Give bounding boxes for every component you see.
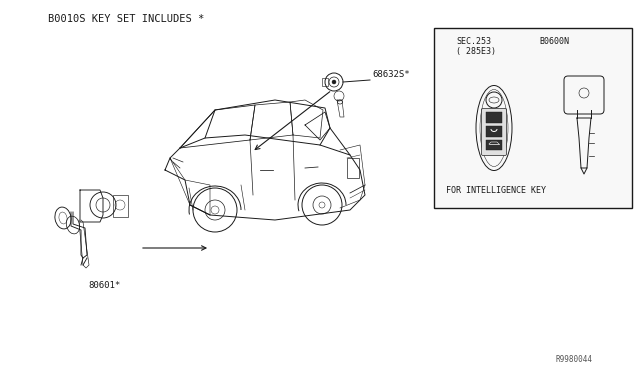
- Bar: [486, 126, 502, 137]
- Bar: [322, 78, 328, 86]
- Text: R9980044: R9980044: [556, 355, 593, 364]
- Bar: [486, 140, 502, 150]
- Bar: [347, 158, 359, 178]
- Circle shape: [332, 80, 336, 84]
- Text: 80601*: 80601*: [88, 281, 120, 290]
- Text: SEC.253: SEC.253: [456, 37, 491, 46]
- Bar: [434, 28, 632, 208]
- Text: B0010S KEY SET INCLUDES *: B0010S KEY SET INCLUDES *: [48, 14, 204, 24]
- Text: FOR INTELLIGENCE KEY: FOR INTELLIGENCE KEY: [446, 186, 546, 195]
- Bar: [486, 112, 502, 123]
- Text: ( 285E3): ( 285E3): [456, 47, 496, 56]
- FancyBboxPatch shape: [481, 109, 506, 155]
- Text: 68632S*: 68632S*: [372, 70, 410, 79]
- Bar: [490, 116, 498, 122]
- Text: B0600N: B0600N: [539, 37, 569, 46]
- Bar: [113, 195, 128, 217]
